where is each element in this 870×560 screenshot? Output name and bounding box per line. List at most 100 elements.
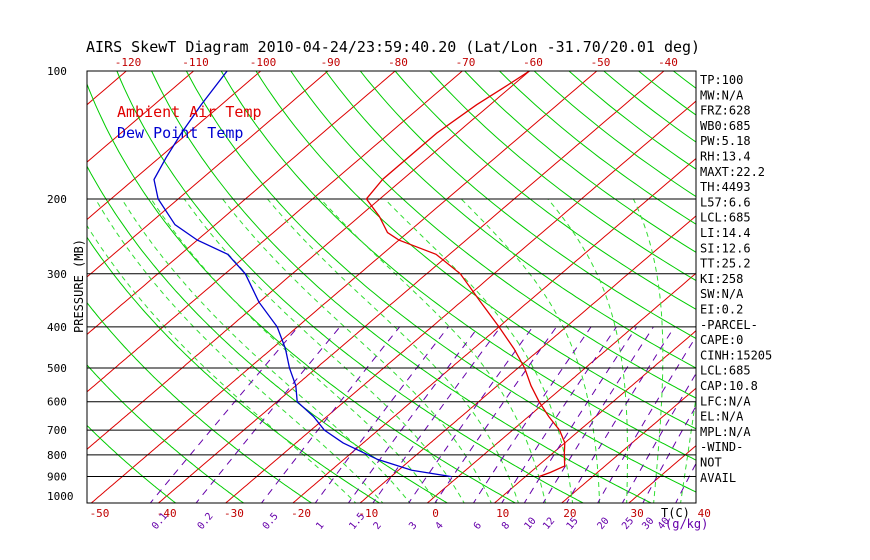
pressure-tick-label: 700: [47, 424, 67, 437]
index-item: LCL:685: [700, 364, 751, 378]
pressure-tick-label: 300: [47, 268, 67, 281]
moist-adiabat-line: [460, 198, 601, 503]
dry-adiabat-lines: [87, 62, 870, 506]
index-item: TH:4493: [700, 180, 751, 194]
pressure-tick-label: 600: [47, 396, 67, 409]
mixing-ratio-tick-label: 0.2: [196, 511, 216, 532]
index-item: LFC:N/A: [700, 394, 751, 408]
mixing-ratio-line: [566, 326, 675, 503]
dry-adiabat-line: [359, 71, 696, 340]
legend: Ambient Air Temp Dew Point Temp: [117, 103, 262, 142]
isotherm-line: [828, 62, 870, 506]
index-item: MW:N/A: [700, 88, 744, 102]
legend-ambient-air-temp: Ambient Air Temp: [117, 103, 262, 121]
mixing-ratio-tick-label: 20: [595, 516, 611, 532]
top-temp-tick-label: -120: [115, 56, 142, 69]
plot-area: [87, 62, 870, 506]
dry-adiabat-line: [799, 62, 870, 506]
bottom-temp-tick-label: -30: [224, 507, 244, 520]
isotherm-line: [761, 62, 870, 506]
index-item: AVAIL: [700, 471, 736, 485]
isobar-lines: [87, 198, 696, 478]
mixing-ratio-line: [523, 326, 638, 503]
index-item: MAXT:22.2: [700, 165, 765, 179]
mixing-ratio-tick-label: 4: [433, 520, 445, 532]
y-axis-label: PRESSURE (MB): [72, 239, 86, 333]
mixing-ratio-tick-label: 10: [522, 516, 538, 532]
dry-adiabat-line: [255, 71, 696, 430]
dry-adiabat-line: [87, 424, 177, 503]
index-item: KI:258: [700, 272, 743, 286]
isotherm-line: [87, 71, 464, 393]
dry-adiabat-line: [764, 62, 870, 506]
dry-adiabat-line: [730, 62, 870, 506]
mixing-ratio-tick-label: 2: [372, 520, 384, 532]
dry-adiabat-line: [429, 71, 696, 282]
index-item: NOT: [700, 456, 722, 470]
index-item: -PARCEL-: [700, 318, 758, 332]
dry-adiabat-line: [87, 236, 381, 503]
dry-adiabat-line: [498, 71, 696, 225]
top-temp-tick-label: -40: [658, 56, 678, 69]
moist-adiabat-line: [150, 198, 438, 503]
bottom-temp-tick-label: 40: [698, 507, 711, 520]
index-item: TP:100: [700, 73, 743, 87]
x-unit-label: T(C): [661, 506, 690, 520]
top-temp-tick-label: -80: [388, 56, 408, 69]
moist-adiabat-line: [384, 198, 574, 503]
bottom-temp-tick-label: -10: [358, 507, 378, 520]
index-item: TT:25.2: [700, 257, 751, 271]
index-item: PW:5.18: [700, 134, 751, 148]
dry-adiabat-line: [464, 71, 696, 253]
pressure-tick-label: 800: [47, 449, 67, 462]
pressure-tick-label: 1000: [47, 490, 74, 503]
moist-adiabat-line: [267, 198, 519, 503]
isotherm-line: [628, 444, 696, 503]
mixing-ratio-line: [542, 326, 654, 503]
top-temp-tick-label: -60: [523, 56, 543, 69]
legend-dew-point-temp: Dew Point Temp: [117, 124, 243, 142]
isotherm-line: [292, 157, 696, 503]
top-temp-tick-label: -90: [321, 56, 341, 69]
mixing-ratio-tick-label: 12: [541, 516, 557, 532]
index-item: SW:N/A: [700, 287, 744, 301]
moist-adiabat-lines: [87, 198, 696, 503]
isotherm-line: [426, 272, 696, 503]
mixing-ratio-tick-label: 8: [500, 520, 512, 532]
profile-series: [153, 71, 566, 478]
moist-adiabat-line: [547, 198, 628, 503]
bottom-temp-tick-label: 20: [563, 507, 576, 520]
dry-adiabat-line: [533, 71, 696, 198]
isotherm-line: [87, 71, 531, 450]
isotherm-line: [359, 215, 696, 503]
mixing-ratio-tick-label: 6: [472, 520, 484, 532]
moist-adiabat-line: [94, 198, 384, 503]
mixing-ratio-line: [597, 335, 696, 503]
dry-adiabat-line: [672, 71, 696, 89]
isotherm-line: [224, 100, 696, 503]
mixing-ratio-lines: [149, 326, 696, 503]
isotherm-line: [493, 330, 696, 503]
dry-adiabat-line: [394, 71, 696, 310]
top-temp-tick-label: -100: [250, 56, 277, 69]
bottom-temp-tick-label: -20: [291, 507, 311, 520]
top-temp-tick-label: -50: [591, 56, 611, 69]
plot-frame: [86, 70, 697, 504]
mixing-ratio-unit-label: (g/kg): [665, 517, 708, 531]
index-item: RH:13.4: [700, 150, 751, 164]
index-item: LCL:685: [700, 211, 751, 225]
mixing-ratio-line: [347, 326, 479, 503]
dry-adiabat-line: [87, 301, 313, 503]
top-temp-tick-label: -110: [182, 56, 209, 69]
chart-title: AIRS SkewT Diagram 2010-04-24/23:59:40.2…: [86, 38, 700, 56]
moist-adiabat-line: [680, 393, 696, 503]
dry-adiabat-line: [324, 71, 696, 369]
pressure-axis: 100 200 300 400 500 600 700 800 900 1000: [47, 65, 74, 503]
mixing-ratio-line: [408, 326, 534, 503]
isotherm-line: [87, 71, 329, 278]
pressure-tick-label: 200: [47, 193, 67, 206]
index-item: CAPE:0: [700, 333, 743, 347]
index-item: LI:14.4: [700, 226, 751, 240]
dew-point-line: [153, 71, 452, 478]
